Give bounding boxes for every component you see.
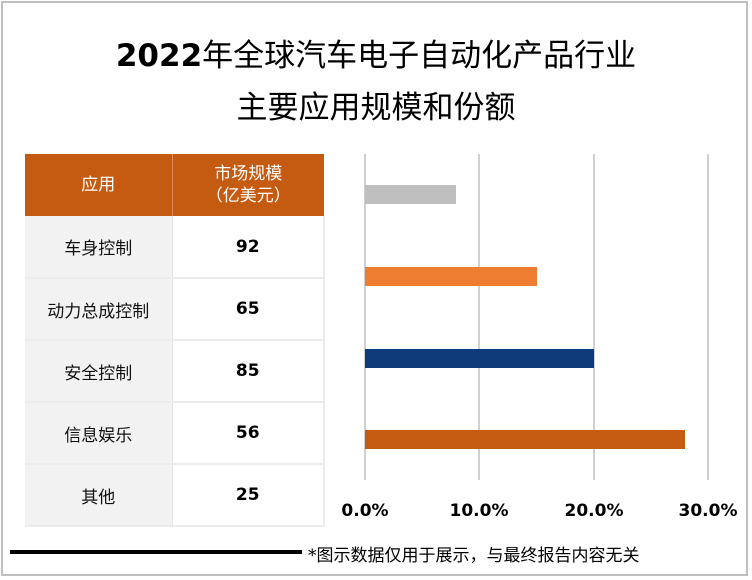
table-row: 安全控制 85 xyxy=(25,340,325,403)
bar xyxy=(365,185,457,204)
title-text: 年全球汽车电子自动化产品行业 xyxy=(202,38,637,74)
chart-title-line2: 主要应用规模和份额 xyxy=(236,90,516,126)
gridline xyxy=(364,154,366,480)
data-table: 应用 市场规模 （亿美元） 车身控制 92 动力总成控制 65 安全控制 85 信… xyxy=(25,154,325,527)
value-cell: 56 xyxy=(172,402,325,465)
app-cell: 动力总成控制 xyxy=(25,278,173,341)
bar xyxy=(365,267,537,286)
app-cell: 车身控制 xyxy=(25,216,173,279)
table-row: 车身控制 92 xyxy=(25,216,325,279)
x-tick-label: 0.0% xyxy=(341,501,389,521)
app-cell: 其他 xyxy=(25,464,173,527)
bar-chart xyxy=(364,154,709,480)
footer-note: *图示数据仅用于展示，与最终报告内容无关 xyxy=(308,546,640,566)
bar xyxy=(365,349,594,368)
header-size-line1: 市场规模 xyxy=(214,164,283,184)
table-row: 其他 25 xyxy=(25,464,325,527)
value-cell: 25 xyxy=(172,464,325,527)
table-row: 信息娱乐 56 xyxy=(25,402,325,465)
app-cell: 信息娱乐 xyxy=(25,402,173,465)
x-tick-label: 30.0% xyxy=(678,501,738,521)
gridline xyxy=(593,154,595,480)
app-cell: 安全控制 xyxy=(25,340,173,403)
x-tick-label: 20.0% xyxy=(564,501,624,521)
table-header-row: 应用 市场规模 （亿美元） xyxy=(25,154,324,216)
value-cell: 92 xyxy=(172,216,325,279)
gridline xyxy=(478,154,480,480)
header-size-line2: （亿美元） xyxy=(205,186,291,206)
value-cell: 85 xyxy=(172,340,325,403)
header-app: 应用 xyxy=(25,154,173,216)
table-row: 动力总成控制 65 xyxy=(25,278,325,341)
chart-title-line1: 2022年全球汽车电子自动化产品行业 xyxy=(0,30,752,75)
gridline xyxy=(707,154,709,480)
header-market-size: 市场规模 （亿美元） xyxy=(172,154,324,216)
bar xyxy=(365,430,686,449)
value-cell: 65 xyxy=(172,278,325,341)
title-year: 2022 xyxy=(115,38,203,74)
footer-rule xyxy=(10,550,302,554)
x-tick-label: 10.0% xyxy=(449,501,509,521)
